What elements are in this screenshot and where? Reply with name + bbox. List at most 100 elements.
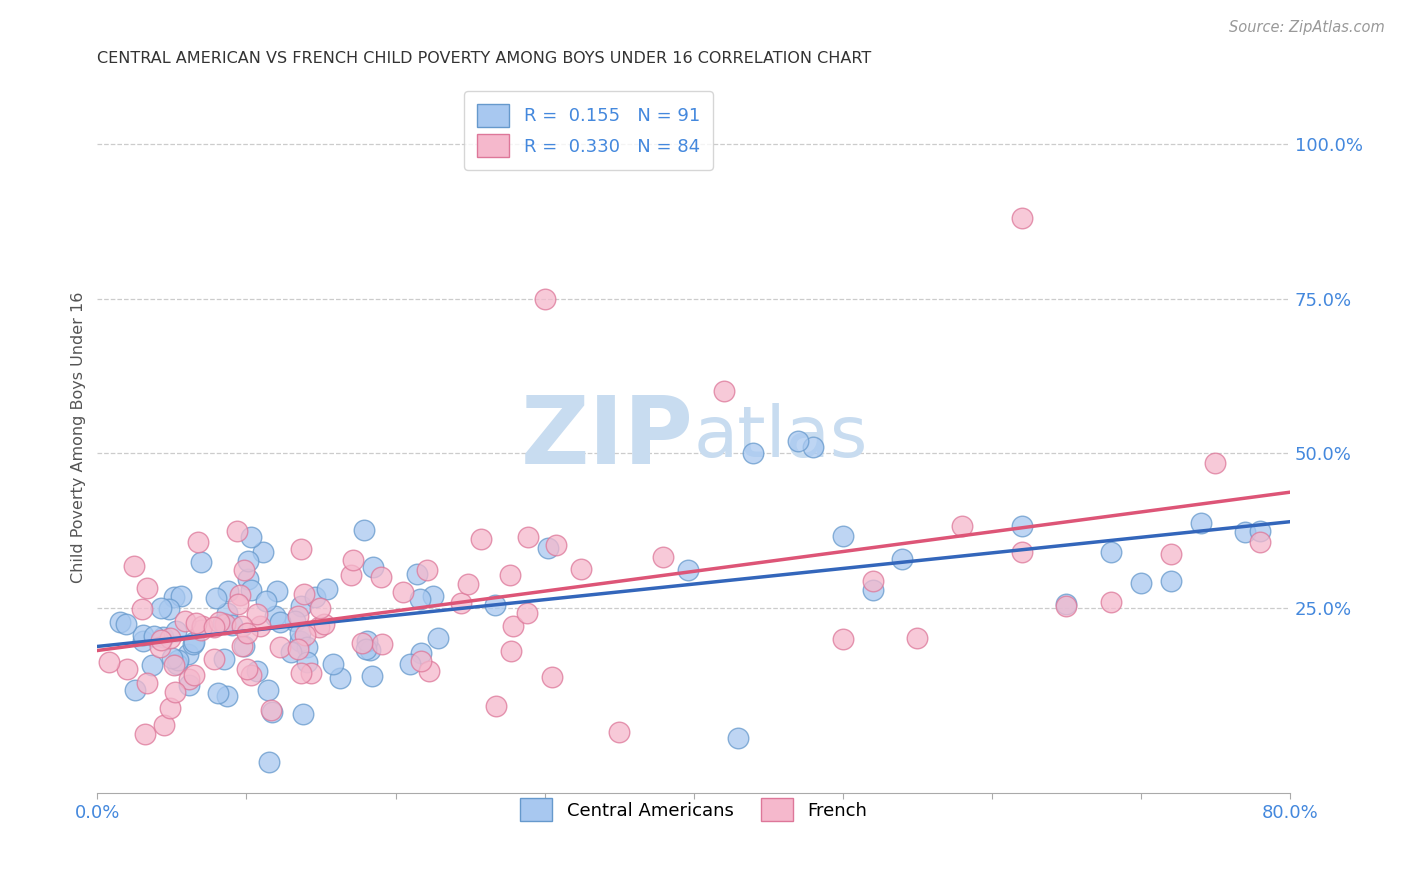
Y-axis label: Child Poverty Among Boys Under 16: Child Poverty Among Boys Under 16 xyxy=(72,292,86,583)
Point xyxy=(214,616,236,631)
Point xyxy=(183,634,205,648)
Point xyxy=(143,629,166,643)
Point xyxy=(484,599,506,613)
Point xyxy=(117,662,139,676)
Point xyxy=(287,641,309,656)
Point xyxy=(361,668,384,682)
Point xyxy=(371,637,394,651)
Point xyxy=(406,567,429,582)
Point xyxy=(1011,519,1033,533)
Point xyxy=(1160,574,1182,589)
Point xyxy=(240,668,263,682)
Point xyxy=(905,631,928,645)
Point xyxy=(179,678,201,692)
Point xyxy=(215,690,238,704)
Point xyxy=(340,568,363,582)
Point xyxy=(266,583,288,598)
Point xyxy=(165,624,187,638)
Point xyxy=(353,523,375,537)
Point xyxy=(484,698,506,713)
Point xyxy=(163,590,186,604)
Point xyxy=(370,570,392,584)
Point xyxy=(233,640,256,654)
Point xyxy=(179,672,201,686)
Point xyxy=(516,607,538,621)
Point xyxy=(141,658,163,673)
Point xyxy=(260,706,283,720)
Point xyxy=(166,653,188,667)
Point xyxy=(1011,211,1033,226)
Point xyxy=(108,615,131,629)
Point xyxy=(1189,516,1212,530)
Point xyxy=(173,615,195,629)
Point xyxy=(1011,545,1033,559)
Point xyxy=(159,700,181,714)
Point xyxy=(149,640,172,654)
Point xyxy=(322,657,344,672)
Point xyxy=(131,602,153,616)
Point xyxy=(257,683,280,698)
Point xyxy=(236,554,259,568)
Point xyxy=(183,668,205,682)
Point xyxy=(208,615,231,629)
Point xyxy=(124,559,146,574)
Point xyxy=(190,555,212,569)
Point xyxy=(950,518,973,533)
Point xyxy=(159,631,181,645)
Point xyxy=(132,628,155,642)
Text: ZIP: ZIP xyxy=(520,392,693,483)
Point xyxy=(207,686,229,700)
Point xyxy=(157,602,180,616)
Point xyxy=(391,585,413,599)
Point xyxy=(418,664,440,678)
Point xyxy=(1160,547,1182,561)
Point xyxy=(134,727,156,741)
Point xyxy=(607,724,630,739)
Point xyxy=(1204,456,1226,470)
Point xyxy=(264,608,287,623)
Point xyxy=(1099,545,1122,559)
Point xyxy=(177,647,200,661)
Point xyxy=(1054,599,1077,614)
Point xyxy=(187,535,209,549)
Point xyxy=(149,632,172,647)
Point xyxy=(202,620,225,634)
Point xyxy=(149,601,172,615)
Point xyxy=(240,530,263,544)
Point xyxy=(304,590,326,604)
Point xyxy=(233,563,256,577)
Point xyxy=(229,588,252,602)
Point xyxy=(292,706,315,721)
Point xyxy=(831,632,853,646)
Point xyxy=(544,538,567,552)
Point xyxy=(186,615,208,630)
Point xyxy=(801,440,824,454)
Point xyxy=(288,625,311,640)
Point xyxy=(295,655,318,669)
Point xyxy=(124,682,146,697)
Point xyxy=(450,596,472,610)
Point xyxy=(299,665,322,680)
Point xyxy=(329,671,352,685)
Point xyxy=(163,658,186,673)
Point xyxy=(256,594,278,608)
Point xyxy=(163,685,186,699)
Point xyxy=(342,553,364,567)
Point xyxy=(502,619,524,633)
Point xyxy=(537,541,560,556)
Point xyxy=(308,620,330,634)
Point xyxy=(290,633,312,648)
Point xyxy=(236,572,259,586)
Point xyxy=(422,589,444,603)
Point xyxy=(1129,575,1152,590)
Point xyxy=(152,630,174,644)
Point xyxy=(240,583,263,598)
Point xyxy=(713,384,735,399)
Text: CENTRAL AMERICAN VS FRENCH CHILD POVERTY AMONG BOYS UNDER 16 CORRELATION CHART: CENTRAL AMERICAN VS FRENCH CHILD POVERTY… xyxy=(97,51,872,66)
Legend: Central Americans, French: Central Americans, French xyxy=(508,786,880,834)
Point xyxy=(252,545,274,559)
Point xyxy=(354,642,377,657)
Point xyxy=(408,592,430,607)
Point xyxy=(499,643,522,657)
Point xyxy=(787,434,810,448)
